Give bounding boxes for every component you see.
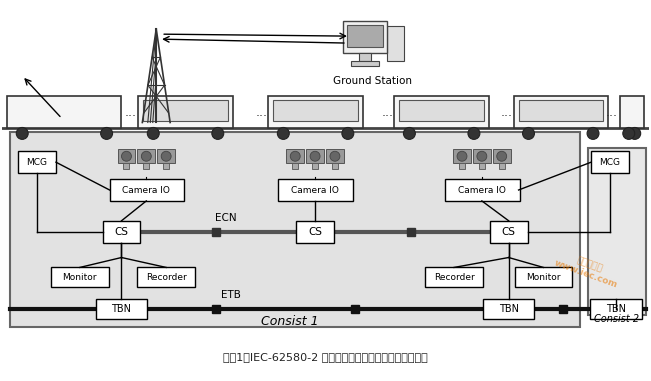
- Circle shape: [16, 128, 28, 139]
- Circle shape: [290, 151, 300, 161]
- Text: CS: CS: [502, 227, 516, 237]
- Bar: [347, 25, 383, 47]
- Bar: [514, 267, 572, 287]
- Bar: [286, 149, 304, 163]
- Circle shape: [468, 128, 480, 139]
- Bar: [312, 163, 318, 169]
- Bar: [453, 149, 471, 163]
- Circle shape: [277, 128, 289, 139]
- Bar: [588, 148, 646, 315]
- Circle shape: [147, 128, 159, 139]
- Circle shape: [629, 128, 641, 139]
- Text: Recorder: Recorder: [434, 273, 475, 282]
- Text: Ground Station: Ground Station: [333, 76, 412, 86]
- Bar: [10, 133, 580, 327]
- Text: Consist 2: Consist 2: [594, 314, 639, 324]
- Bar: [620, 96, 644, 128]
- Circle shape: [141, 151, 151, 161]
- Circle shape: [310, 151, 320, 161]
- Text: ...: ...: [606, 106, 618, 119]
- Text: ...: ...: [381, 106, 394, 119]
- Bar: [158, 149, 175, 163]
- Circle shape: [477, 151, 487, 161]
- Text: MCG: MCG: [27, 158, 48, 167]
- Bar: [499, 163, 505, 169]
- Bar: [332, 163, 338, 169]
- Text: TBN: TBN: [499, 304, 519, 314]
- Bar: [591, 151, 629, 173]
- Circle shape: [330, 151, 340, 161]
- Text: Camera IO: Camera IO: [458, 186, 506, 195]
- Bar: [163, 163, 169, 169]
- Circle shape: [623, 128, 635, 139]
- Bar: [473, 149, 491, 163]
- Bar: [124, 163, 130, 169]
- Bar: [109, 179, 184, 201]
- Circle shape: [404, 128, 415, 139]
- Text: ...: ...: [501, 106, 513, 119]
- Bar: [118, 149, 135, 163]
- Bar: [18, 151, 56, 173]
- Bar: [351, 61, 379, 66]
- Circle shape: [587, 128, 599, 139]
- Bar: [268, 96, 363, 128]
- Bar: [479, 163, 485, 169]
- Bar: [400, 100, 484, 120]
- Text: ...: ...: [255, 106, 268, 119]
- Bar: [137, 149, 155, 163]
- Text: TBN: TBN: [606, 304, 626, 314]
- Bar: [493, 149, 510, 163]
- Circle shape: [161, 151, 171, 161]
- Text: ETB: ETB: [221, 290, 241, 300]
- Text: Camera IO: Camera IO: [291, 186, 339, 195]
- Text: Monitor: Monitor: [62, 273, 97, 282]
- Circle shape: [122, 151, 132, 161]
- Bar: [143, 163, 149, 169]
- Text: Recorder: Recorder: [146, 273, 187, 282]
- Bar: [483, 299, 534, 319]
- Bar: [590, 299, 642, 319]
- Bar: [425, 267, 483, 287]
- Bar: [279, 179, 353, 201]
- Bar: [519, 100, 603, 120]
- Bar: [514, 96, 608, 128]
- Text: CS: CS: [115, 227, 128, 237]
- Text: Monitor: Monitor: [526, 273, 561, 282]
- Bar: [343, 21, 387, 53]
- Circle shape: [497, 151, 506, 161]
- Text: CS: CS: [308, 227, 322, 237]
- Circle shape: [523, 128, 534, 139]
- Bar: [143, 100, 228, 120]
- Text: MCG: MCG: [600, 158, 620, 167]
- Bar: [7, 96, 122, 128]
- Text: 环保电之家
www.iec.com: 环保电之家 www.iec.com: [553, 249, 623, 290]
- Bar: [292, 163, 298, 169]
- Circle shape: [457, 151, 467, 161]
- Bar: [306, 149, 324, 163]
- Circle shape: [101, 128, 113, 139]
- Bar: [296, 221, 334, 243]
- Bar: [459, 163, 465, 169]
- Text: Consist 1: Consist 1: [262, 315, 319, 328]
- Bar: [103, 221, 141, 243]
- Text: ...: ...: [124, 106, 137, 119]
- Bar: [96, 299, 147, 319]
- Bar: [445, 179, 519, 201]
- Bar: [273, 100, 358, 120]
- Circle shape: [342, 128, 353, 139]
- Circle shape: [212, 128, 224, 139]
- Bar: [326, 149, 344, 163]
- Bar: [139, 96, 232, 128]
- Bar: [490, 221, 527, 243]
- Bar: [137, 267, 195, 287]
- Bar: [387, 26, 404, 61]
- Bar: [395, 96, 489, 128]
- Text: Camera IO: Camera IO: [122, 186, 171, 195]
- Text: TBN: TBN: [111, 304, 132, 314]
- Text: ECN: ECN: [215, 213, 236, 223]
- Bar: [359, 53, 370, 61]
- Text: （图1：IEC-62580-2 标准下的车载视频监控系统拓扑图）: （图1：IEC-62580-2 标准下的车载视频监控系统拓扑图）: [223, 352, 427, 362]
- Bar: [51, 267, 109, 287]
